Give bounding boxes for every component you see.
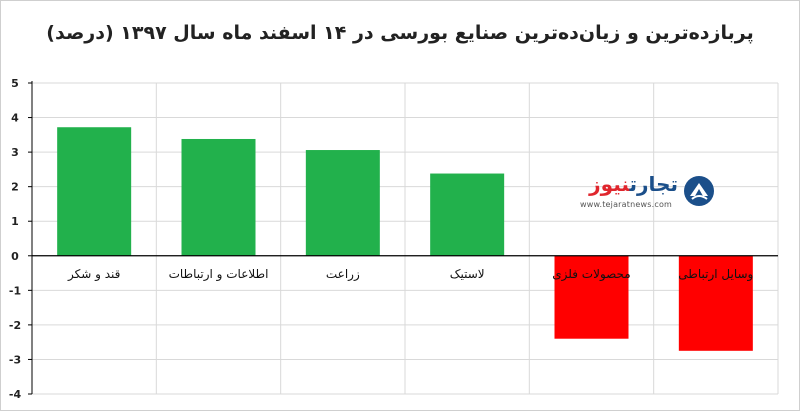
category-labels: قند و شکر اطلاعات و ارتباطات زراعت لاستیک مح… [67,267,753,282]
y-tick-label: 0 [11,250,19,263]
category-label: محصولات فلزی [552,267,630,282]
bar [305,150,380,256]
bars [57,127,753,351]
logo-brand-part1: تجارت [629,172,678,196]
logo-brand-part2: نیوز [589,172,630,196]
y-tick-label: -1 [9,284,21,297]
category-label: وسایل ارتباطی [678,267,753,282]
y-tick-label: 2 [11,181,19,194]
chart-title: پربازده‌ترین و زیان‌ده‌ترین صنایع بورسی … [46,22,754,44]
grid-lines [32,82,779,395]
y-tick-label: -4 [9,388,22,401]
y-tick-labels: 5 4 3 2 1 0 -1 -2 -3 -4 [9,77,22,401]
logo-brand-text: تجارتنیوز [574,172,678,196]
bar [678,255,753,351]
y-tick-label: -2 [9,319,21,332]
category-label: لاستیک [450,267,485,281]
axes [28,81,778,395]
category-label: اطلاعات و ارتباطات [169,267,269,282]
tejaratnews-logo: تجارتنیوز www.tejaratnews.com [568,170,720,216]
tejaratnews-emblem-icon [684,176,714,206]
bar [57,127,132,256]
category-label: قند و شکر [67,267,120,282]
category-label: زراعت [326,267,360,282]
bar [554,255,629,339]
logo-url: www.tejaratnews.com [579,200,673,209]
y-tick-label: 4 [11,112,19,125]
bar [181,138,256,256]
bar [430,173,505,256]
y-tick-label: -3 [9,353,21,366]
y-tick-label: 1 [11,215,19,228]
y-tick-label: 5 [11,77,19,90]
y-tick-label: 3 [11,146,19,159]
